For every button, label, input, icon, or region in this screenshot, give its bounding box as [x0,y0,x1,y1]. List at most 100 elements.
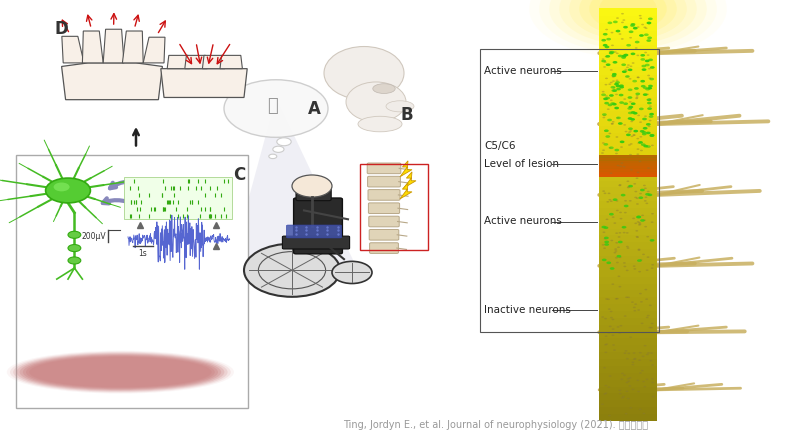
Bar [599,248,657,256]
Bar [599,59,657,67]
Text: Active neurons: Active neurons [484,217,562,226]
FancyBboxPatch shape [286,225,342,238]
Circle shape [645,193,650,196]
Circle shape [634,130,638,132]
Circle shape [602,44,607,47]
Circle shape [619,325,622,326]
Circle shape [612,73,617,76]
Circle shape [615,81,620,84]
Circle shape [618,123,622,124]
Circle shape [628,132,631,133]
Circle shape [652,396,655,397]
Circle shape [650,327,653,328]
Circle shape [625,350,627,352]
Circle shape [647,315,650,316]
Circle shape [602,58,605,60]
Ellipse shape [16,354,224,391]
Circle shape [606,218,609,220]
Bar [599,96,657,104]
Circle shape [614,83,619,85]
Circle shape [605,56,608,58]
Circle shape [618,286,622,288]
Bar [599,56,657,64]
Bar [599,228,657,236]
Circle shape [608,308,610,310]
Circle shape [611,334,614,336]
Circle shape [639,136,642,138]
Circle shape [621,22,624,23]
Circle shape [602,149,605,151]
Circle shape [608,83,611,85]
Circle shape [611,74,616,77]
Bar [599,132,657,139]
Polygon shape [202,55,225,69]
Circle shape [637,26,639,28]
Circle shape [646,202,648,204]
Circle shape [630,169,633,171]
Circle shape [639,193,642,194]
Circle shape [633,358,636,360]
Circle shape [642,65,646,67]
Circle shape [605,335,607,337]
Circle shape [651,378,654,380]
Circle shape [650,352,653,354]
Circle shape [610,69,613,71]
Circle shape [608,132,611,134]
Circle shape [638,223,642,225]
Circle shape [604,102,609,105]
Text: B: B [400,106,413,124]
Circle shape [609,94,614,97]
Circle shape [638,141,643,144]
Bar [599,365,657,373]
Bar [599,400,657,407]
Circle shape [610,267,614,270]
FancyBboxPatch shape [296,187,331,201]
Circle shape [621,38,624,40]
Circle shape [602,244,605,245]
Circle shape [645,64,650,66]
Circle shape [618,332,621,334]
Circle shape [646,317,649,318]
Circle shape [649,98,651,100]
Circle shape [644,52,647,53]
Circle shape [630,120,633,122]
Circle shape [622,226,625,228]
Circle shape [632,62,634,64]
Circle shape [627,186,630,187]
Circle shape [637,77,640,78]
Text: 1s: 1s [138,249,146,258]
Circle shape [634,268,636,270]
Circle shape [641,214,644,216]
Ellipse shape [346,82,406,122]
Circle shape [650,134,654,136]
Circle shape [611,319,614,320]
Bar [599,214,657,222]
Circle shape [627,64,630,66]
Text: C: C [234,166,246,184]
Circle shape [610,32,614,33]
Circle shape [649,327,651,328]
Bar [599,173,657,180]
Bar [599,155,657,177]
Circle shape [244,244,340,297]
Circle shape [646,236,649,237]
Circle shape [619,218,622,219]
Circle shape [612,121,614,123]
Circle shape [646,54,650,56]
Circle shape [641,24,644,25]
Circle shape [604,61,606,63]
Circle shape [638,160,642,162]
Circle shape [629,154,632,155]
Bar [599,283,657,291]
Circle shape [646,354,649,355]
Circle shape [269,154,277,159]
Circle shape [626,44,631,47]
Circle shape [617,117,619,119]
Bar [599,221,657,229]
Text: ✋: ✋ [266,97,278,115]
Circle shape [651,144,654,146]
Text: Inactive neurons: Inactive neurons [484,305,571,315]
Circle shape [224,80,328,137]
Circle shape [639,293,642,295]
Circle shape [602,231,606,233]
